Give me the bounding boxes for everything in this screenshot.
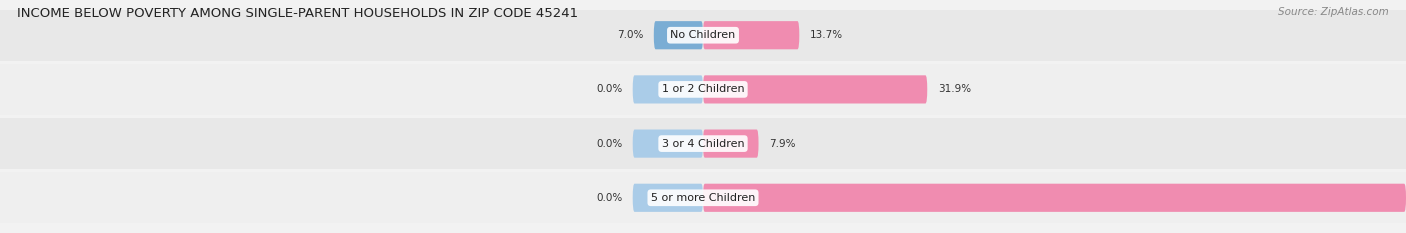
Bar xyxy=(0,118,1406,169)
Text: 0.0%: 0.0% xyxy=(596,193,621,203)
Text: Source: ZipAtlas.com: Source: ZipAtlas.com xyxy=(1278,7,1389,17)
FancyBboxPatch shape xyxy=(703,184,1406,212)
Text: 0.0%: 0.0% xyxy=(596,84,621,94)
Text: 7.0%: 7.0% xyxy=(617,30,644,40)
Bar xyxy=(0,172,1406,223)
Text: 1 or 2 Children: 1 or 2 Children xyxy=(662,84,744,94)
Bar xyxy=(0,10,1406,61)
Text: 3 or 4 Children: 3 or 4 Children xyxy=(662,139,744,149)
Text: No Children: No Children xyxy=(671,30,735,40)
Text: 31.9%: 31.9% xyxy=(938,84,972,94)
FancyBboxPatch shape xyxy=(654,21,703,49)
FancyBboxPatch shape xyxy=(703,130,759,158)
Text: 5 or more Children: 5 or more Children xyxy=(651,193,755,203)
FancyBboxPatch shape xyxy=(703,21,799,49)
FancyBboxPatch shape xyxy=(633,75,703,103)
Text: 13.7%: 13.7% xyxy=(810,30,844,40)
Bar xyxy=(0,64,1406,115)
FancyBboxPatch shape xyxy=(633,184,703,212)
FancyBboxPatch shape xyxy=(633,130,703,158)
FancyBboxPatch shape xyxy=(703,75,928,103)
Text: INCOME BELOW POVERTY AMONG SINGLE-PARENT HOUSEHOLDS IN ZIP CODE 45241: INCOME BELOW POVERTY AMONG SINGLE-PARENT… xyxy=(17,7,578,20)
Text: 7.9%: 7.9% xyxy=(769,139,796,149)
Text: 0.0%: 0.0% xyxy=(596,139,621,149)
